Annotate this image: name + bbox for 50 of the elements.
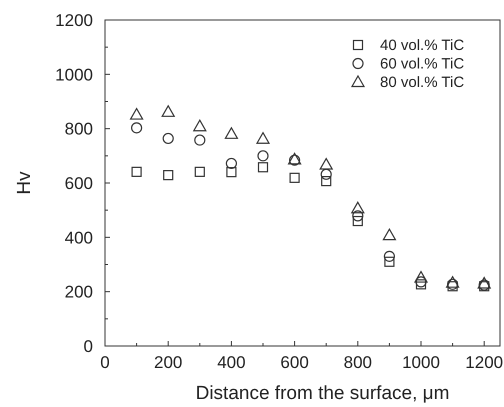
y-axis-title: Hv	[14, 170, 35, 195]
point	[132, 166, 142, 177]
point	[447, 278, 458, 290]
point	[162, 132, 174, 144]
point	[478, 276, 491, 289]
point	[416, 279, 426, 290]
y-tick-label: 1000	[55, 65, 93, 84]
x-tick-label: 400	[217, 353, 246, 372]
legend-label: 40 vol.% TiC	[380, 37, 464, 54]
point	[226, 158, 237, 170]
x-tick-label: 1000	[402, 353, 440, 372]
point	[415, 276, 427, 288]
point	[320, 158, 333, 170]
x-tick-label: 200	[154, 353, 182, 372]
point	[258, 162, 268, 172]
point	[162, 105, 175, 117]
y-tick-label: 200	[64, 282, 93, 302]
x-tick-label: 0	[100, 353, 110, 372]
point	[256, 132, 270, 144]
point	[163, 170, 174, 180]
point	[352, 210, 364, 222]
y-tick-label: 1200	[55, 11, 93, 30]
y-tick-label: 800	[64, 120, 93, 139]
point	[384, 256, 394, 267]
point	[321, 176, 332, 186]
y-tick-label: 400	[64, 228, 93, 248]
point	[226, 167, 236, 178]
point	[384, 250, 395, 262]
point	[446, 276, 460, 288]
x-tick-label: 1200	[465, 353, 504, 372]
x-tick-label: 600	[280, 353, 309, 372]
x-axis-title: Distance from the surface, μm	[196, 383, 450, 404]
point	[224, 127, 238, 139]
point	[130, 108, 144, 120]
legend-label: 80 vol.% TiC	[380, 74, 464, 91]
x-tick-label: 800	[344, 353, 372, 372]
point	[194, 166, 205, 177]
y-tick-label: 0	[84, 337, 93, 356]
point	[290, 172, 300, 183]
point	[131, 122, 142, 134]
point	[320, 168, 332, 180]
point	[382, 228, 396, 240]
y-tick-label: 600	[64, 174, 93, 193]
point	[414, 270, 428, 283]
point	[352, 216, 363, 226]
point	[194, 134, 206, 146]
point	[351, 202, 364, 214]
point	[193, 120, 206, 132]
legend-label: 60 vol.% TiC	[380, 56, 464, 72]
point	[257, 150, 269, 162]
